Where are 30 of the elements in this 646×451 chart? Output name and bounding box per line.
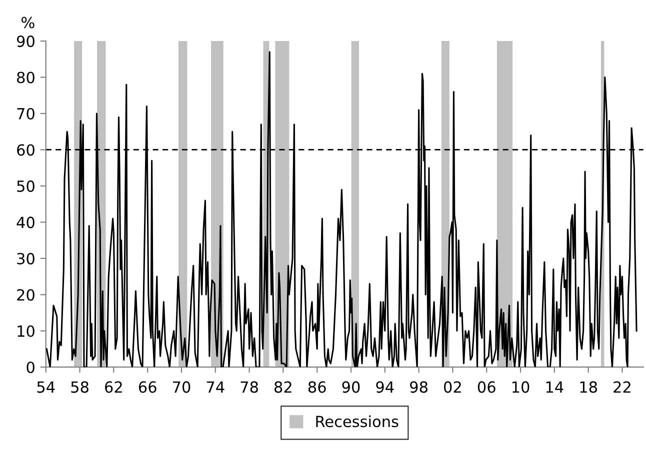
x-tick-label: 58 (71, 381, 88, 393)
y-tick-label: 70 (17, 108, 34, 120)
y-axis-title: % (22, 16, 34, 28)
y-tick-label: 40 (16, 216, 34, 228)
x-tick-label: 22 (614, 381, 630, 393)
x-tick-label: 54 (37, 381, 55, 393)
x-tick-label: 98 (410, 381, 428, 393)
y-tick-label: 60 (17, 144, 34, 156)
x-tick-label: 86 (308, 381, 326, 393)
legend-label: Recessions (316, 415, 398, 428)
x-tick-label: 02 (444, 381, 461, 393)
x-tick-label: 10 (512, 381, 530, 393)
y-tick-label: 50 (17, 180, 34, 192)
x-tick-label: 78 (240, 381, 258, 393)
x-tick-label: 70 (173, 381, 190, 393)
y-tick-label: 10 (18, 325, 34, 337)
x-tick-label: 18 (580, 381, 597, 393)
y-tick-label: 20 (17, 289, 34, 301)
x-tick-label: 66 (138, 381, 156, 393)
x-tick-label: 74 (206, 381, 224, 393)
x-tick-label: 62 (105, 381, 122, 393)
y-tick-label: 80 (17, 72, 34, 84)
y-tick-label: 0 (26, 362, 34, 374)
x-tick-label: 90 (342, 381, 360, 393)
x-tick-label: 82 (274, 381, 292, 393)
x-tick-label: 06 (478, 381, 496, 393)
x-tick-label: 14 (546, 381, 564, 393)
y-tick-label: 30 (17, 252, 34, 264)
x-tick-label: 94 (376, 381, 394, 393)
y-tick-label: 90 (16, 36, 34, 48)
